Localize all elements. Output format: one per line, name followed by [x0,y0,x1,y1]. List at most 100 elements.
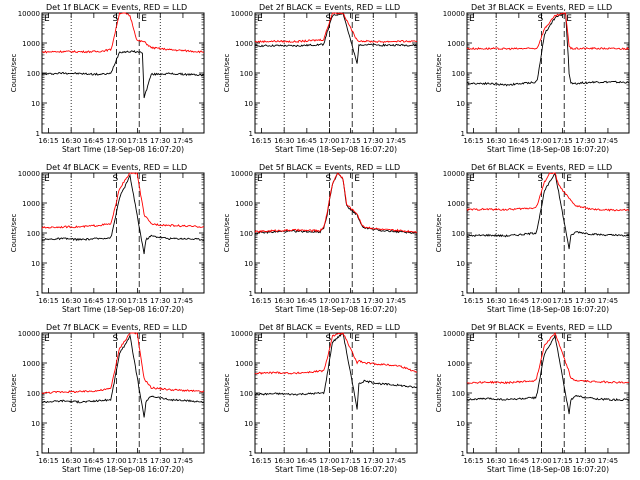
x-tick-label: 16:45 [297,297,317,305]
x-tick-label: 17:30 [150,297,170,305]
x-tick-label: 17:00 [531,457,551,465]
marker-e-label: E [354,174,360,184]
y-tick-label: 1 [461,450,465,458]
y-axis-label: Counts/sec [10,214,18,253]
marker-s-label: S [113,174,119,184]
data-series-line [41,173,205,255]
y-tick-label: 10000 [18,10,40,18]
x-tick-label: 17:15 [127,137,147,145]
chart-panel: Det 7f BLACK = Events, RED = LLD S E E 1 10 10… [10,323,205,474]
y-tick-label: 10 [456,100,465,108]
plot-frame [466,12,630,134]
x-tick-label: 17:00 [531,297,551,305]
data-series-line [41,332,205,395]
y-tick-label: 10 [244,260,253,268]
x-tick-label: 16:15 [251,137,271,145]
plot-frame [254,172,418,294]
y-tick-label: 1 [461,290,465,298]
x-axis-label: Start Time (18-Sep-08 16:07:20) [275,145,397,154]
x-tick-label: 16:30 [61,297,81,305]
chart-title: Det 2f BLACK = Events, RED = LLD [259,3,400,12]
x-tick-label: 17:15 [127,457,147,465]
x-tick-label: 16:30 [486,297,506,305]
y-tick-label: 100 [452,390,465,398]
data-series-line [254,172,418,235]
plot-frame [41,172,205,294]
y-tick-label: 10 [31,100,40,108]
chart-title: Det 4f BLACK = Events, RED = LLD [46,163,187,172]
marker-e-label: E [44,14,50,24]
y-tick-label: 1000 [235,40,253,48]
data-series-line [41,12,205,54]
x-tick-label: 16:30 [486,137,506,145]
y-tick-label: 1000 [447,200,465,208]
marker-e-label: E [141,174,147,184]
x-axis-label: Start Time (18-Sep-08 16:07:20) [487,305,609,314]
y-axis-label: Counts/sec [435,54,443,93]
data-series-line [254,12,418,64]
x-tick-label: 16:15 [251,457,271,465]
y-tick-label: 100 [452,70,465,78]
x-tick-label: 17:15 [127,297,147,305]
x-tick-label: 16:45 [297,137,317,145]
y-tick-label: 10 [456,260,465,268]
marker-e-label: E [44,334,50,344]
marker-e-label: E [257,174,263,184]
data-series-line [466,172,630,212]
x-axis-label: Start Time (18-Sep-08 16:07:20) [62,145,184,154]
x-tick-label: 17:00 [319,137,339,145]
data-series-line [466,12,630,87]
x-tick-label: 17:45 [386,137,406,145]
x-tick-label: 16:30 [61,457,81,465]
x-tick-label: 17:00 [531,137,551,145]
y-tick-label: 1 [249,450,253,458]
plot-frame [466,332,630,454]
x-tick-label: 17:00 [319,457,339,465]
chart-panel: Det 2f BLACK = Events, RED = LLD S E E 1 10 10… [223,3,418,154]
y-tick-label: 100 [27,70,40,78]
y-tick-label: 10000 [18,330,40,338]
y-tick-label: 1000 [235,200,253,208]
plot-frame [254,12,418,134]
x-tick-label: 17:45 [173,457,193,465]
y-tick-label: 100 [27,390,40,398]
y-axis-label: Counts/sec [10,374,18,413]
marker-e-label: E [141,334,147,344]
y-tick-label: 10000 [231,170,253,178]
chart-panel: Det 5f BLACK = Events, RED = LLD S E E 1 10 10… [223,163,418,314]
x-tick-label: 16:15 [463,137,483,145]
data-series-line [41,172,205,229]
chart-panel: Det 4f BLACK = Events, RED = LLD S E E 1 10 10… [10,163,205,314]
x-tick-label: 17:30 [150,137,170,145]
marker-e-label: E [257,14,263,24]
x-tick-label: 16:30 [274,297,294,305]
marker-e-label: E [141,14,147,24]
y-tick-label: 10 [244,420,253,428]
data-series-line [42,333,205,418]
x-tick-label: 17:15 [552,297,572,305]
y-tick-label: 1 [249,290,253,298]
x-axis-label: Start Time (18-Sep-08 16:07:20) [62,305,184,314]
x-tick-label: 16:45 [84,297,104,305]
y-axis-label: Counts/sec [435,374,443,413]
marker-e-label: E [44,174,50,184]
marker-s-label: S [326,14,332,24]
y-tick-label: 10 [31,260,40,268]
y-tick-label: 1000 [235,360,253,368]
x-tick-label: 16:15 [463,457,483,465]
marker-s-label: S [113,334,119,344]
marker-s-label: S [538,334,544,344]
x-tick-label: 17:15 [340,457,360,465]
x-tick-label: 17:45 [598,137,618,145]
x-tick-label: 16:45 [509,457,529,465]
x-tick-label: 17:30 [363,297,383,305]
y-tick-label: 100 [240,390,253,398]
plot-frame [41,332,205,454]
y-tick-label: 1000 [22,200,40,208]
x-tick-label: 17:00 [319,297,339,305]
x-tick-label: 17:45 [173,137,193,145]
x-tick-label: 16:30 [486,457,506,465]
x-axis-label: Start Time (18-Sep-08 16:07:20) [62,465,184,474]
y-tick-label: 1000 [22,40,40,48]
